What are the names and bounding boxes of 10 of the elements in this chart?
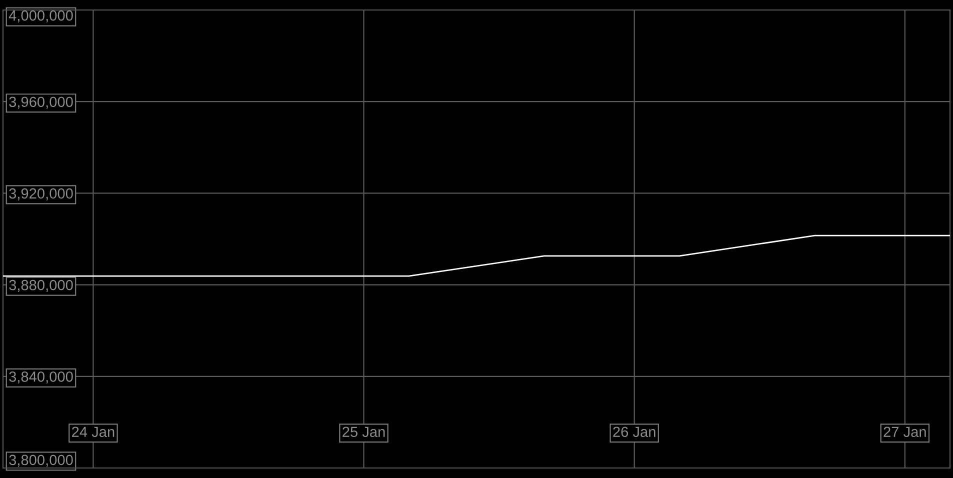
y-tick-label: 3,880,000 <box>9 280 73 292</box>
x-tick-label: 25 Jan <box>342 426 385 438</box>
y-tick-label: 4,000,000 <box>8 10 73 22</box>
x-tick-label: 26 Jan <box>613 426 656 438</box>
x-tick-label: 27 Jan <box>884 426 926 438</box>
y-tick-label: 3,960,000 <box>9 96 73 109</box>
x-tick-label: 24 Jan <box>72 426 114 438</box>
y-tick-label: 3,800,000 <box>9 454 73 467</box>
y-tick-label: 3,840,000 <box>9 372 73 384</box>
y-tick-label: 3,920,000 <box>9 188 73 200</box>
